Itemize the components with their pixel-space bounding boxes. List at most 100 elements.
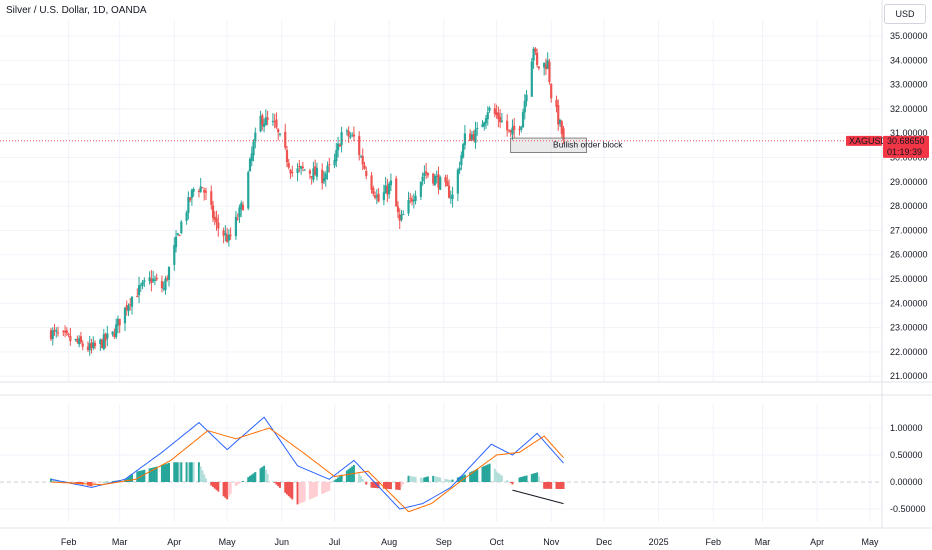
candle-body <box>460 155 463 166</box>
macd-histogram-bar <box>155 466 158 482</box>
macd-y-tick-label: 1.00000 <box>890 423 923 433</box>
candle-body <box>130 296 134 307</box>
macd-histogram-bar <box>51 478 54 482</box>
candle-body <box>106 333 109 339</box>
macd-histogram-bar <box>263 465 266 482</box>
macd-histogram-bar <box>247 477 250 482</box>
candle-body <box>217 222 220 229</box>
macd-histogram-bar <box>365 482 368 485</box>
candle-body <box>125 305 128 310</box>
macd-histogram-bar <box>199 466 202 482</box>
macd-histogram-bar <box>562 482 565 490</box>
y-tick-label: 29.00000 <box>890 177 928 187</box>
x-tick-label: Dec <box>596 537 613 547</box>
candle-body <box>372 188 375 194</box>
candle-body <box>92 342 95 349</box>
macd-histogram-bar <box>203 474 206 482</box>
symbol-tag-label: XAGUSD <box>849 136 888 146</box>
candle-body <box>532 48 535 61</box>
candle-body <box>273 121 276 123</box>
candle-body <box>93 343 97 346</box>
candle-body <box>49 330 53 340</box>
macd-histogram-bar <box>210 482 213 486</box>
macd-signal-line <box>50 427 564 513</box>
macd-histogram-bar <box>546 482 549 489</box>
candle-body <box>398 214 401 221</box>
chart-title: Silver / U.S. Dollar, 1D, OANDA <box>6 5 147 16</box>
macd-histogram-bar <box>266 473 269 482</box>
candle-body <box>137 285 141 296</box>
macd-histogram-bar <box>523 475 526 482</box>
macd-histogram-bar <box>411 476 414 482</box>
candle-body <box>476 127 479 129</box>
macd-histogram-bar <box>559 482 562 489</box>
candle-body <box>88 343 91 351</box>
order-block-label: Bullish order block <box>553 139 623 149</box>
macd-y-tick-label: 0.50000 <box>890 450 923 460</box>
candle-body <box>277 129 280 133</box>
macd-histogram-bar <box>337 477 340 482</box>
candle-body <box>234 216 238 237</box>
macd-histogram-bar <box>310 482 313 499</box>
x-tick-label: Jul <box>329 537 341 547</box>
candle-body <box>291 171 294 173</box>
macd-histogram-bar <box>213 482 216 489</box>
x-tick-label: Aug <box>381 537 397 547</box>
macd-histogram-bar <box>99 482 102 483</box>
macd-histogram-bar <box>94 482 97 485</box>
macd-histogram-bar <box>370 482 373 488</box>
candle-body <box>56 332 60 334</box>
macd-histogram-bar <box>315 482 318 497</box>
candle-body <box>446 181 449 187</box>
x-tick-label: May <box>861 537 879 547</box>
macd-histogram-bar <box>530 473 533 482</box>
macd-histogram-bar <box>249 475 252 482</box>
candle-body <box>203 189 206 193</box>
macd-histogram-bar <box>160 465 163 482</box>
candle-body <box>314 166 317 176</box>
macd-histogram-bar <box>152 467 155 482</box>
candle-body <box>197 191 201 193</box>
candle-body <box>338 144 341 147</box>
candle-body <box>67 334 70 336</box>
macd-histogram-bar <box>462 475 465 482</box>
macd-histogram-bar <box>284 482 287 493</box>
macd-histogram-bar <box>374 482 377 488</box>
candle-body <box>474 129 477 143</box>
macd-histogram-bar <box>398 482 401 490</box>
macd-histogram-bar <box>76 482 79 484</box>
candle-body <box>315 168 319 177</box>
candle-body <box>229 234 232 236</box>
candle-body <box>250 153 253 162</box>
x-tick-label: May <box>219 537 237 547</box>
candle-body <box>347 130 350 137</box>
candle-body <box>236 218 239 220</box>
candle-body <box>345 130 348 132</box>
candle-body <box>164 278 167 291</box>
candle-body <box>481 124 484 128</box>
macd-histogram-bar <box>372 482 375 488</box>
candle-body <box>224 233 227 235</box>
candle-body <box>116 318 120 326</box>
candle-body <box>520 126 523 130</box>
macd-histogram-bar <box>312 482 315 498</box>
macd-y-tick-label: -0.50000 <box>890 504 926 514</box>
macd-histogram-bar <box>277 482 280 487</box>
candle-body <box>523 100 526 113</box>
macd-histogram-bar <box>65 481 68 483</box>
candle-body <box>384 185 387 194</box>
candle-body <box>299 166 303 169</box>
candle-body <box>493 108 496 114</box>
candle-body <box>349 136 352 138</box>
candle-body <box>507 129 511 131</box>
candle-body <box>155 277 158 280</box>
currency-button[interactable]: USD <box>884 4 926 24</box>
macd-histogram-bar <box>548 482 551 489</box>
macd-panel <box>49 416 565 513</box>
macd-histogram-bar <box>286 482 289 495</box>
macd-histogram-bar <box>474 469 477 482</box>
macd-histogram-bar <box>138 471 141 482</box>
macd-histogram-bar <box>150 467 153 482</box>
